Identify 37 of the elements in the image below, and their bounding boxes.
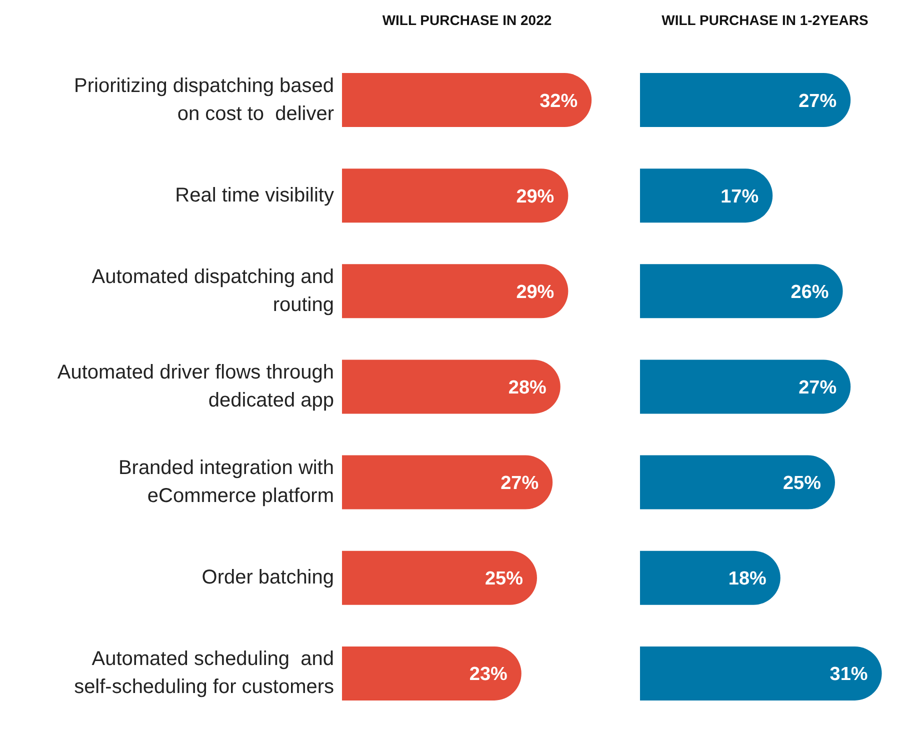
bar: [640, 360, 851, 414]
y-tick-label: Branded integration with eCommerce platform: [118, 457, 334, 508]
data-label: 31%: [830, 664, 868, 686]
y-tick-label: Real time visibility: [175, 184, 334, 206]
y-tick-label: Automated dispatching and routing: [92, 266, 334, 316]
bar: [342, 360, 560, 414]
bar: [342, 550, 537, 605]
data-label: 23%: [469, 664, 508, 686]
bar: [640, 455, 835, 510]
data-label: 28%: [508, 377, 547, 398]
data-label: 25%: [484, 568, 524, 590]
bar: [342, 168, 568, 223]
chart-title: WILL PURCHASE IN 2022: [381, 12, 553, 28]
bar: [640, 264, 843, 318]
data-label: 29%: [516, 186, 554, 208]
data-label: 32%: [540, 90, 578, 112]
data-label: 25%: [783, 473, 822, 494]
bar: [640, 73, 851, 128]
bar: [342, 264, 568, 318]
y-tick-label: Automated driver flows through dedicated app: [57, 362, 334, 412]
data-label: 27%: [798, 90, 837, 112]
chart-title: WILL PURCHASE IN 1-2YEARS: [660, 12, 870, 28]
data-label: 18%: [728, 568, 767, 590]
data-label: 27%: [500, 473, 539, 494]
bar: [342, 455, 553, 510]
bar: [640, 168, 773, 223]
bar: [342, 73, 592, 128]
y-tick-label: Prioritizing dispatching based on cost to deliver: [74, 74, 334, 125]
bar: [640, 646, 882, 700]
data-label: 17%: [720, 186, 759, 208]
bar: [342, 646, 522, 700]
y-tick-label: Automated scheduling and self-scheduling for customers: [74, 648, 334, 698]
data-label: 27%: [798, 377, 837, 398]
data-label: 29%: [516, 282, 554, 303]
data-label: 26%: [790, 282, 829, 303]
y-tick-label: Order batching: [202, 566, 334, 589]
bar: [640, 550, 780, 605]
